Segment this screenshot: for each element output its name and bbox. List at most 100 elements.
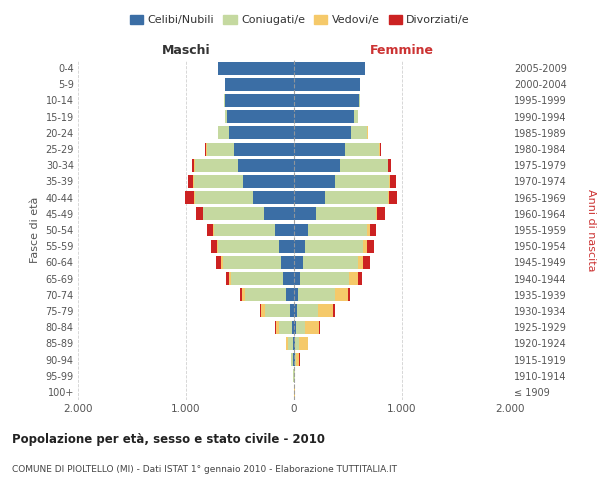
Bar [260,304,261,318]
Bar [305,320,319,334]
Bar [335,288,348,301]
Bar [245,288,286,301]
Bar [340,159,388,172]
Bar [294,94,359,107]
Bar [294,191,325,204]
Bar [218,126,229,140]
Bar [294,288,298,301]
Bar [221,256,223,269]
Bar [376,208,377,220]
Bar [349,272,358,285]
Bar [305,240,363,252]
Bar [253,191,294,204]
Bar [377,208,385,220]
Bar [294,240,305,252]
Bar [242,288,245,301]
Bar [345,142,379,156]
Bar [280,320,292,334]
Bar [275,224,294,236]
Bar [358,256,363,269]
Bar [287,337,293,350]
Bar [185,191,194,204]
Bar [325,191,388,204]
Bar [294,175,335,188]
Bar [286,337,287,350]
Bar [192,159,194,172]
Bar [283,272,294,285]
Bar [216,256,221,269]
Bar [294,142,345,156]
Bar [367,224,370,236]
Bar [293,337,294,350]
Bar [232,272,283,285]
Bar [196,208,203,220]
Text: Femmine: Femmine [370,44,434,57]
Bar [355,110,358,123]
Legend: Celibi/Nubili, Coniugati/e, Vedovi/e, Divorziati/e: Celibi/Nubili, Coniugati/e, Vedovi/e, Di… [125,10,475,30]
Bar [359,94,360,107]
Bar [226,272,229,285]
Bar [292,320,294,334]
Bar [335,175,389,188]
Bar [302,256,358,269]
Bar [294,126,351,140]
Bar [279,240,294,252]
Bar [348,288,350,301]
Bar [363,240,367,252]
Bar [294,256,302,269]
Bar [294,110,355,123]
Bar [243,175,294,188]
Bar [238,159,294,172]
Bar [296,320,305,334]
Bar [290,304,294,318]
Bar [233,142,294,156]
Bar [363,256,370,269]
Bar [308,224,367,236]
Bar [229,126,294,140]
Bar [294,304,296,318]
Bar [296,353,299,366]
Bar [294,337,295,350]
Bar [296,304,319,318]
Bar [294,320,296,334]
Bar [370,224,376,236]
Bar [294,62,365,74]
Bar [211,240,217,252]
Bar [389,175,395,188]
Text: COMUNE DI PIOLTELLO (MI) - Dati ISTAT 1° gennaio 2010 - Elaborazione TUTTITALIA.: COMUNE DI PIOLTELLO (MI) - Dati ISTAT 1°… [12,466,397,474]
Bar [240,288,242,301]
Bar [358,272,361,285]
Bar [265,304,290,318]
Bar [294,78,360,91]
Bar [286,288,294,301]
Bar [301,272,349,285]
Bar [229,272,232,285]
Bar [294,159,340,172]
Bar [295,353,296,366]
Bar [206,142,233,156]
Bar [299,337,308,350]
Bar [389,191,397,204]
Bar [194,159,238,172]
Bar [214,224,275,236]
Bar [194,175,243,188]
Bar [294,208,316,220]
Bar [367,240,374,252]
Bar [217,240,218,252]
Bar [225,110,227,123]
Bar [225,78,294,91]
Y-axis label: Fasce di età: Fasce di età [30,197,40,263]
Bar [319,304,334,318]
Bar [291,353,293,366]
Bar [294,224,308,236]
Bar [281,256,294,269]
Bar [227,110,294,123]
Bar [188,175,193,188]
Bar [203,208,264,220]
Bar [218,240,279,252]
Bar [334,304,335,318]
Bar [223,256,281,269]
Bar [351,126,367,140]
Bar [194,191,253,204]
Bar [213,224,214,236]
